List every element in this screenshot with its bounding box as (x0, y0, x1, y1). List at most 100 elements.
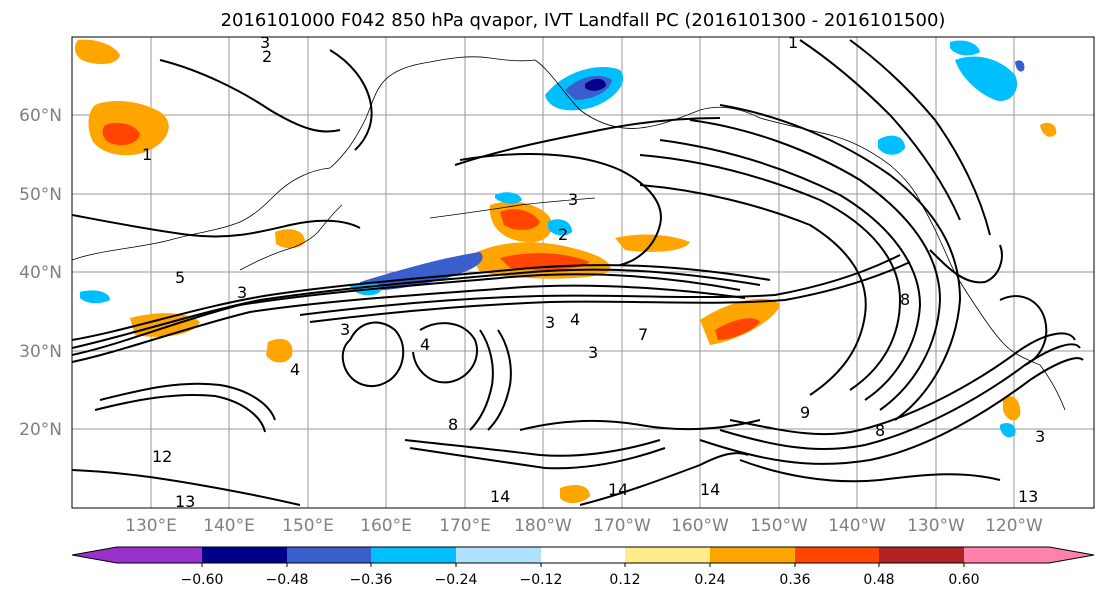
colorbar-tick-label: −0.48 (266, 572, 309, 588)
coastline-asia (72, 167, 331, 261)
negative-patch-canada (878, 135, 905, 155)
contour-line (519, 419, 761, 431)
coastline-kuril (317, 204, 343, 233)
colorbar-tick-label: −0.12 (520, 572, 563, 588)
negative-patch-east (1000, 423, 1016, 438)
negative-patch-bering-2 (495, 192, 522, 204)
contour-line (409, 447, 666, 470)
contour-label: 3 (588, 343, 598, 362)
negative-patch-east-2 (1015, 60, 1025, 72)
coastline-mexico (1039, 364, 1066, 411)
colorbar-outline (71, 546, 1095, 564)
colorbar-ticks (201, 563, 965, 567)
colorbar-segment (625, 547, 710, 563)
contour-line (739, 459, 1001, 483)
contour-line (72, 273, 741, 356)
contour-label: 1 (142, 145, 152, 164)
lon-label: 140°E (203, 516, 255, 536)
contour-label: 3 (545, 313, 555, 332)
colorbar-segment (456, 547, 541, 563)
contour-label: 8 (875, 421, 885, 440)
contour-label: 4 (290, 360, 300, 379)
lon-label: 170°E (439, 516, 491, 536)
lat-label: 40°N (19, 263, 62, 283)
coastline-kamchatka (329, 61, 431, 169)
contour-line (94, 393, 266, 433)
lon-label: 170°W (593, 516, 651, 536)
colorbar-segment (795, 547, 879, 563)
contour-line (579, 452, 749, 506)
contour-label: 14 (608, 480, 628, 499)
contour-line (639, 154, 902, 391)
contour-label: 3 (568, 190, 578, 209)
colorbar-segment (287, 547, 371, 563)
lon-label: 150°E (282, 516, 334, 536)
contour-line (729, 332, 1076, 436)
positive-patch-trop (560, 484, 590, 504)
colorbar-tick-label: 0.24 (694, 572, 725, 588)
contour-line (299, 254, 901, 316)
positive-patch-japan (275, 229, 305, 249)
contour-label: 4 (420, 335, 430, 354)
negative-patch-canada-2 (955, 56, 1018, 101)
contour-label: 12 (152, 447, 172, 466)
coastline-alaska (534, 59, 761, 129)
positive-patch-gulf (1040, 122, 1057, 137)
contour-line (72, 284, 746, 363)
lon-label: 160°E (360, 516, 412, 536)
colorbar-tick-labels: −0.60 −0.48 −0.36 −0.24 −0.12 0.12 0.24 … (181, 572, 980, 588)
colorbar-segment (371, 547, 456, 563)
map-panel: 3 2 1 5 3 2 3 8 3 7 3 4 3 4 4 12 8 13 14… (71, 33, 1095, 511)
negative-patch-alaska-core (585, 78, 606, 91)
ivt-contours (72, 39, 1084, 506)
contour-line (659, 139, 922, 401)
map-frame (71, 36, 1095, 509)
contour-line (99, 382, 276, 421)
positive-patch-bering-core (500, 209, 540, 230)
coastline-bc (921, 204, 976, 306)
contour-line (72, 264, 771, 341)
contour-label: 4 (570, 310, 580, 329)
negative-patch-west (80, 290, 110, 304)
colorbar: −0.60 −0.48 −0.36 −0.24 −0.12 0.12 0.24 … (71, 546, 1095, 588)
coastline-japan (239, 231, 319, 271)
positive-patch-subtrop-core (715, 318, 760, 340)
contour-line (999, 295, 1048, 366)
colorbar-segment (964, 547, 1049, 563)
contour-label: 14 (700, 480, 720, 499)
contour-label: 3 (340, 320, 350, 339)
lat-label: 50°N (19, 185, 62, 205)
contour-label: 5 (175, 268, 185, 287)
positive-patch-asia-top (74, 39, 120, 65)
contour-label: 2 (558, 225, 568, 244)
lat-label: 60°N (19, 106, 62, 126)
contour-line (341, 321, 405, 387)
colorbar-extend-low (72, 547, 117, 563)
contour-label: 14 (490, 487, 510, 506)
coastline-aleutians (429, 197, 596, 219)
colorbar-tick-label: −0.36 (350, 572, 393, 588)
lon-label: 150°W (750, 516, 808, 536)
contour-label: 13 (175, 492, 195, 511)
contour-line (639, 184, 867, 396)
contour-line (719, 343, 1081, 450)
contour-label: 13 (1018, 487, 1038, 506)
contour-label: 3 (260, 33, 270, 52)
contour-line (689, 119, 942, 411)
contour-line (699, 357, 1084, 465)
qvapor-fill-areas (74, 39, 1057, 504)
contour-line (459, 153, 662, 266)
contour-line (404, 439, 661, 457)
contour-line (159, 59, 341, 133)
colorbar-segment (202, 547, 287, 563)
contour-line (849, 39, 991, 236)
contour-label: 9 (800, 403, 810, 422)
lon-label: 130°E (125, 516, 177, 536)
colorbar-segment (710, 547, 795, 563)
contour-line (469, 329, 494, 431)
contour-line (72, 214, 361, 238)
contour-line (309, 261, 911, 323)
lon-label: 130°W (907, 516, 965, 536)
contour-line (412, 322, 478, 384)
contour-label: 3 (237, 283, 247, 302)
